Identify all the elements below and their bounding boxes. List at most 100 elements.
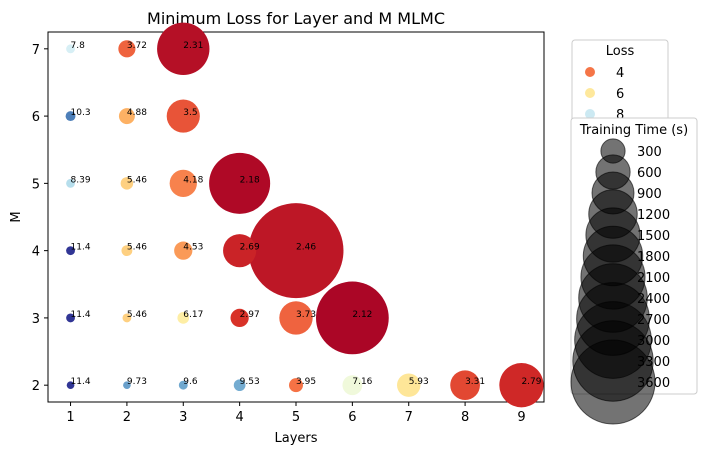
data-point <box>233 379 246 392</box>
data-point <box>121 245 133 257</box>
data-point <box>315 281 389 355</box>
y-tick-label: 4 <box>32 245 40 260</box>
data-point <box>122 313 132 323</box>
data-label: 11.4 <box>71 377 91 387</box>
data-point <box>66 44 75 54</box>
x-tick-label: 7 <box>405 410 413 425</box>
data-label: 3.5 <box>183 108 197 118</box>
data-label: 11.4 <box>71 243 91 253</box>
y-tick-label: 7 <box>32 43 40 58</box>
data-label: 2.46 <box>296 243 316 253</box>
size-legend-label: 3600 <box>637 376 670 391</box>
size-legend-label: 3000 <box>637 334 670 349</box>
data-point <box>342 375 363 396</box>
y-tick-label: 5 <box>32 177 40 192</box>
color-legend-marker <box>585 109 595 119</box>
color-legend-marker <box>585 88 595 98</box>
data-label: 9.53 <box>240 377 260 387</box>
data-label: 10.3 <box>71 108 91 118</box>
data-point <box>279 301 313 335</box>
y-axis: 2 3 4 5 6 7 <box>32 43 48 394</box>
data-point <box>120 177 134 190</box>
size-legend-label: 900 <box>637 187 662 202</box>
data-label: 3.73 <box>296 310 316 320</box>
size-legend-label: 2700 <box>637 313 670 328</box>
size-legend-label: 1800 <box>637 250 670 265</box>
x-tick-label: 3 <box>179 410 187 425</box>
x-tick-label: 6 <box>348 410 356 425</box>
x-tick-label: 9 <box>517 410 525 425</box>
data-point <box>450 370 480 401</box>
color-legend-label: 6 <box>616 87 624 102</box>
data-point <box>157 22 210 76</box>
data-label: 3.95 <box>296 377 316 387</box>
data-label: 5.46 <box>127 310 147 320</box>
data-label: 6.17 <box>183 310 203 320</box>
data-point <box>174 241 193 260</box>
data-point <box>166 99 200 133</box>
chart-title: Minimum Loss for Layer and M MLMC <box>147 9 445 28</box>
x-tick-label: 1 <box>66 410 74 425</box>
data-point <box>289 378 303 393</box>
data-point <box>169 169 197 198</box>
size-legend-label: 1200 <box>637 208 670 223</box>
color-legend-label: 8 <box>616 108 624 123</box>
data-point <box>65 111 76 122</box>
color-legend-title: Loss <box>606 44 635 59</box>
size-legend-label: 2400 <box>637 292 670 307</box>
size-legend: Training Time (s) 300 600 900 1200 1500 1800 2… <box>570 117 698 425</box>
data-labels: 7.8 3.72 2.31 10.3 4.88 3.5 8.39 5.46 4.18 2.18 11… <box>71 41 542 387</box>
data-label: 3.72 <box>127 41 147 51</box>
data-point <box>66 246 75 256</box>
data-label: 2.12 <box>352 310 372 320</box>
y-axis-label: M <box>9 211 24 222</box>
data-label: 5.93 <box>409 377 429 387</box>
data-label: 4.88 <box>127 108 147 118</box>
color-legend-marker <box>585 67 595 77</box>
data-point <box>223 234 257 268</box>
data-label: 11.4 <box>71 310 91 320</box>
data-label: 7.8 <box>71 41 86 51</box>
data-label: 9.73 <box>127 377 147 387</box>
x-tick-label: 5 <box>292 410 300 425</box>
data-point <box>66 178 75 188</box>
data-points <box>65 22 544 408</box>
data-point <box>209 152 271 214</box>
data-label: 7.16 <box>352 377 372 387</box>
data-label: 9.6 <box>183 377 198 387</box>
data-point <box>178 380 188 390</box>
data-point <box>118 40 136 58</box>
data-label: 5.46 <box>127 175 147 185</box>
y-tick-label: 3 <box>32 312 40 327</box>
data-label: 2.69 <box>240 243 260 253</box>
y-tick-label: 2 <box>32 379 40 394</box>
data-point <box>118 108 135 125</box>
data-point <box>177 312 190 324</box>
data-label: 2.18 <box>240 175 260 185</box>
x-tick-label: 8 <box>461 410 469 425</box>
color-legend-label: 4 <box>616 66 624 81</box>
size-legend-label: 1500 <box>637 229 670 244</box>
x-axis-label: Layers <box>274 431 317 446</box>
data-point <box>397 373 421 397</box>
data-label: 4.18 <box>183 175 203 185</box>
data-label: 8.39 <box>71 175 91 185</box>
x-tick-label: 4 <box>235 410 243 425</box>
size-legend-label: 2100 <box>637 271 670 286</box>
size-legend-title: Training Time (s) <box>579 123 688 138</box>
size-legend-label: 3300 <box>637 355 670 370</box>
data-label: 2.31 <box>183 41 203 51</box>
data-label: 4.53 <box>183 243 203 253</box>
data-point <box>499 363 544 408</box>
x-tick-label: 2 <box>123 410 131 425</box>
data-label: 5.46 <box>127 243 147 253</box>
data-point <box>230 308 249 328</box>
data-label: 3.31 <box>465 377 485 387</box>
y-tick-label: 6 <box>32 110 40 125</box>
data-label: 2.97 <box>240 310 260 320</box>
x-axis: 1 2 3 4 5 6 7 8 9 <box>66 402 526 425</box>
size-legend-marker <box>600 138 626 164</box>
size-legend-label: 600 <box>637 166 662 181</box>
data-point <box>123 381 131 390</box>
